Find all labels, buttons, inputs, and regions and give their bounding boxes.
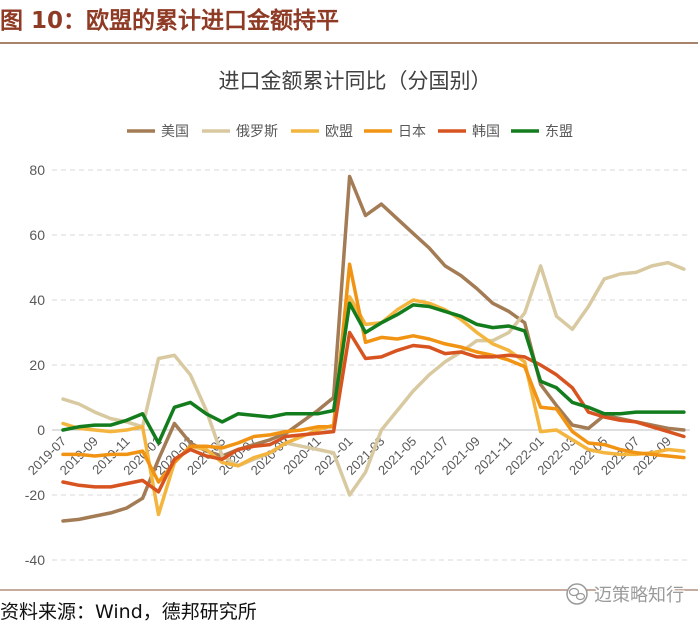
- y-tick-label: -20: [25, 487, 45, 503]
- legend-item-japan: 日本: [364, 124, 426, 140]
- watermark-text: 迈策略知行: [594, 585, 684, 606]
- wechat-icon-bubble-large: [568, 587, 580, 597]
- series-line-us: [61, 174, 686, 523]
- legend-label-russia: 俄罗斯: [236, 124, 278, 140]
- legend-label-us: 美国: [161, 124, 189, 140]
- plot-area: [61, 174, 686, 523]
- y-tick-label: 60: [29, 227, 45, 243]
- legend-label-korea: 韩国: [472, 124, 500, 140]
- legend-item-asean: 东盟: [511, 124, 573, 140]
- series-line-eu: [61, 295, 686, 517]
- y-tick-label: 80: [29, 162, 45, 178]
- wechat-icon-bubble-small: [575, 592, 586, 601]
- source-note: 资料来源：Wind，德邦研究所: [0, 601, 257, 623]
- legend-label-japan: 日本: [398, 124, 426, 140]
- y-tick-label: 0: [37, 422, 45, 438]
- legend: 美国 俄罗斯 欧盟 日本 韩国 东盟: [127, 124, 573, 140]
- legend-item-us: 美国: [127, 124, 189, 140]
- series-line-russia: [61, 260, 686, 497]
- y-axis: 80 60 40 20 0 -20 -40: [25, 162, 45, 568]
- figure-caption: 图 10：欧盟的累计进口金额持平: [0, 7, 339, 34]
- wechat-icon: [566, 583, 588, 605]
- legend-label-eu: 欧盟: [325, 124, 353, 140]
- y-tick-label: 40: [29, 292, 45, 308]
- watermark: 迈策略知行: [566, 583, 686, 608]
- y-tick-label: -40: [25, 552, 45, 568]
- legend-item-russia: 俄罗斯: [202, 124, 278, 140]
- legend-item-korea: 韩国: [438, 124, 500, 140]
- y-tick-label: 20: [29, 357, 45, 373]
- series-line-korea: [61, 330, 686, 494]
- series-line-asean: [61, 301, 686, 445]
- gridlines: [52, 169, 690, 561]
- legend-label-asean: 东盟: [545, 124, 573, 140]
- legend-item-eu: 欧盟: [291, 124, 353, 140]
- chart-title: 进口金额累计同比（分国别）: [219, 69, 492, 93]
